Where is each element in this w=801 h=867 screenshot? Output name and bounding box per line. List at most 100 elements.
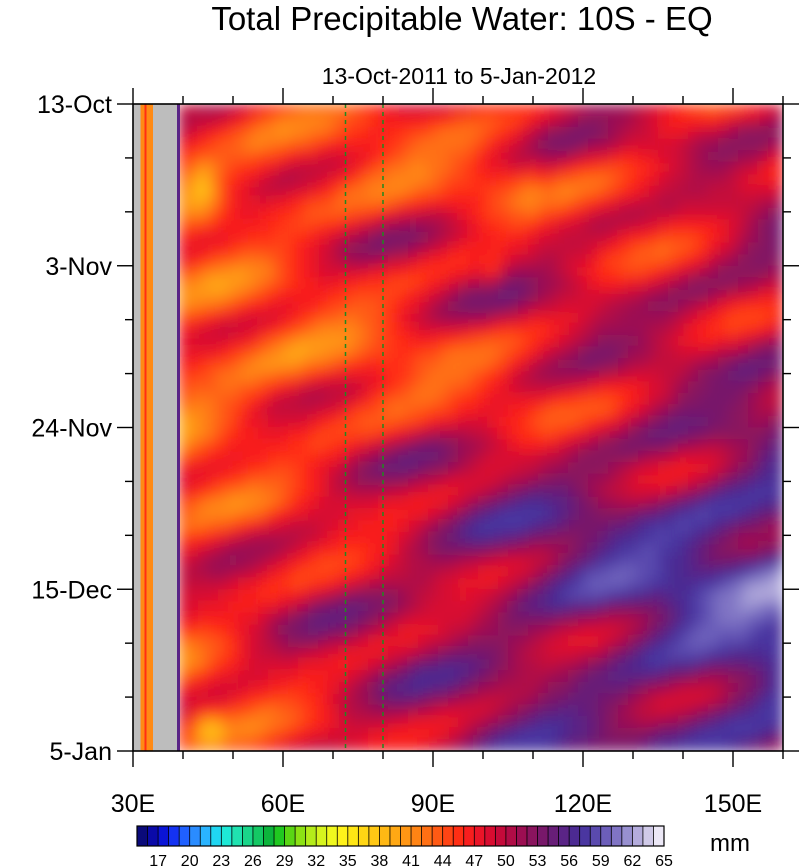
heatmap-cell — [278, 439, 289, 452]
heatmap-cell — [698, 577, 709, 590]
heatmap-cell — [708, 635, 719, 648]
heatmap-cell — [528, 104, 539, 117]
heatmap-cell — [248, 104, 259, 117]
heatmap-cell — [268, 577, 279, 590]
heatmap-cell — [588, 312, 599, 325]
heatmap-cell — [218, 219, 229, 232]
heatmap-cell — [478, 739, 489, 751]
heatmap-cell — [428, 508, 439, 521]
heatmap-cell — [198, 208, 209, 221]
heatmap-cell — [378, 623, 389, 637]
heatmap-cell — [608, 323, 619, 336]
heatmap-cell — [638, 577, 649, 590]
heatmap-cell — [408, 600, 419, 613]
heatmap-cell — [458, 104, 469, 117]
heatmap-cell — [458, 369, 469, 382]
heatmap-cell — [198, 635, 209, 648]
heatmap-cell — [738, 358, 749, 371]
colorbar-swatch — [284, 826, 296, 846]
heatmap-cell — [668, 577, 679, 590]
heatmap-cell — [648, 485, 659, 498]
heatmap-cell — [688, 600, 699, 613]
heatmap-cell — [538, 277, 549, 290]
heatmap-cell — [428, 473, 439, 486]
heatmap-cell — [338, 589, 349, 602]
heatmap-cell — [368, 519, 379, 533]
heatmap-cell — [368, 739, 379, 751]
heatmap-cell — [518, 681, 529, 694]
colorbar-swatch — [548, 826, 559, 846]
heatmap-cell — [478, 693, 489, 706]
heatmap-cell — [188, 485, 199, 498]
heatmap-cell — [218, 427, 229, 440]
heatmap-cell — [468, 693, 479, 706]
heatmap-cell — [498, 173, 509, 186]
heatmap-cell — [248, 508, 259, 521]
heatmap-cell — [638, 589, 649, 602]
heatmap-cell — [648, 427, 659, 440]
heatmap-cell — [698, 462, 709, 475]
heatmap-cell — [378, 312, 389, 325]
heatmap-cell — [358, 392, 369, 405]
heatmap-cell — [648, 161, 659, 174]
heatmap-cell — [488, 554, 499, 567]
heatmap-cell — [468, 577, 479, 590]
colorbar-swatch — [400, 826, 412, 846]
heatmap-cell — [718, 531, 729, 544]
colorbar-swatch — [600, 826, 612, 846]
heatmap-cell — [778, 647, 783, 660]
heatmap-cell — [768, 381, 779, 394]
heatmap-cell — [428, 219, 439, 232]
heatmap-cell — [488, 612, 499, 625]
heatmap-cell — [308, 173, 319, 186]
heatmap-cell — [458, 173, 469, 186]
heatmap-cell — [198, 589, 209, 602]
heatmap-cell — [588, 577, 599, 590]
heatmap-cell — [258, 600, 269, 613]
heatmap-cell — [488, 508, 499, 521]
heatmap-cell — [648, 254, 659, 267]
heatmap-cell — [768, 704, 779, 717]
heatmap-cell — [538, 566, 549, 579]
heatmap-cell — [178, 427, 189, 440]
heatmap-cell — [758, 635, 769, 648]
heatmap-cell — [328, 381, 339, 394]
heatmap-cell — [388, 242, 399, 255]
heatmap-cell — [558, 335, 569, 348]
heatmap-cell — [508, 404, 519, 417]
heatmap-cell — [678, 635, 689, 648]
heatmap-cell — [248, 219, 259, 232]
heatmap-cell — [208, 254, 219, 267]
heatmap-cell — [398, 704, 409, 717]
heatmap-cell — [258, 566, 269, 579]
heatmap-cell — [588, 439, 599, 452]
heatmap-cell — [198, 312, 209, 325]
heatmap-cell — [728, 104, 739, 117]
heatmap-cell — [188, 554, 199, 567]
heatmap-cell — [568, 439, 579, 452]
heatmap-cell — [678, 369, 689, 382]
heatmap-cell — [428, 600, 439, 613]
heatmap-cell — [208, 531, 219, 544]
heatmap-cell — [518, 462, 529, 475]
chart-title: Total Precipitable Water: 10S - EQ — [211, 0, 712, 37]
heatmap-cell — [688, 508, 699, 521]
heatmap-cell — [408, 392, 419, 405]
heatmap-cell — [248, 612, 259, 625]
heatmap-cell — [388, 554, 399, 567]
heatmap-cell — [358, 670, 369, 683]
heatmap-cell — [408, 670, 419, 683]
heatmap-cell — [248, 473, 259, 486]
heatmap-cell — [688, 335, 699, 348]
heatmap-cell — [558, 219, 569, 232]
heatmap-cell — [258, 589, 269, 602]
heatmap-cell — [218, 415, 229, 429]
heatmap-cell — [718, 462, 729, 475]
heatmap-cell — [528, 277, 539, 290]
heatmap-cell — [438, 739, 449, 751]
heatmap-cell — [348, 485, 359, 498]
heatmap-cell — [528, 392, 539, 405]
heatmap-cell — [298, 427, 309, 440]
heatmap-cell — [298, 450, 309, 463]
heatmap-cell — [718, 138, 729, 151]
